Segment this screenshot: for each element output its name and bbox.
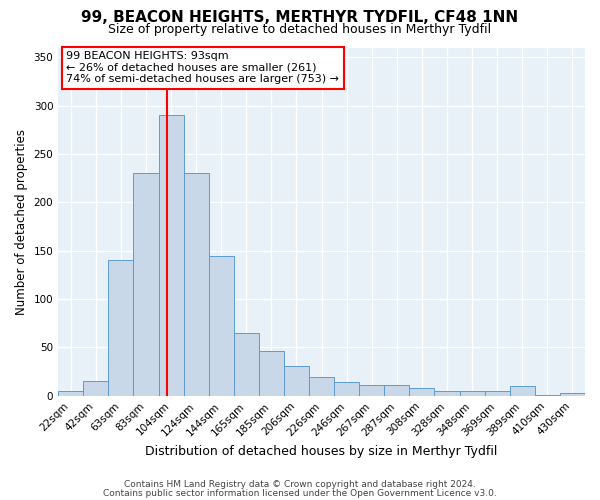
Y-axis label: Number of detached properties: Number of detached properties [15,128,28,314]
Bar [309,378,334,396]
Bar [209,256,234,396]
Bar [284,366,309,396]
Text: 99 BEACON HEIGHTS: 93sqm
← 26% of detached houses are smaller (261)
74% of semi-: 99 BEACON HEIGHTS: 93sqm ← 26% of detach… [66,51,339,84]
Bar [359,385,385,396]
Bar [409,388,434,396]
Bar [334,382,359,396]
Bar [560,393,585,396]
Bar [109,260,133,396]
Text: Contains HM Land Registry data © Crown copyright and database right 2024.: Contains HM Land Registry data © Crown c… [124,480,476,489]
Bar [460,391,485,396]
Bar [434,391,460,396]
Bar [259,352,284,396]
Text: Size of property relative to detached houses in Merthyr Tydfil: Size of property relative to detached ho… [109,22,491,36]
Bar [485,391,510,396]
Bar [385,385,409,396]
Text: 99, BEACON HEIGHTS, MERTHYR TYDFIL, CF48 1NN: 99, BEACON HEIGHTS, MERTHYR TYDFIL, CF48… [82,10,518,25]
Bar [184,174,209,396]
Bar [133,174,158,396]
X-axis label: Distribution of detached houses by size in Merthyr Tydfil: Distribution of detached houses by size … [145,444,498,458]
Bar [158,115,184,396]
Bar [535,395,560,396]
Bar [83,382,109,396]
Text: Contains public sector information licensed under the Open Government Licence v3: Contains public sector information licen… [103,488,497,498]
Bar [58,391,83,396]
Bar [510,386,535,396]
Bar [234,333,259,396]
